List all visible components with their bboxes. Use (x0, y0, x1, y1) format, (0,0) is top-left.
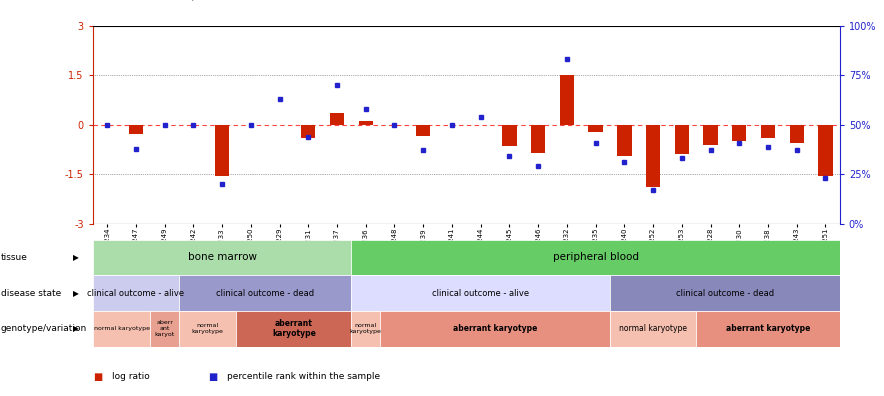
Bar (560, 74, 574, 125)
Bar (93, 275, 179, 311)
Bar (380, 311, 610, 346)
Bar (129, 125, 143, 134)
Text: peripheral blood: peripheral blood (552, 252, 638, 263)
Text: aberrant
karyotype: aberrant karyotype (272, 319, 316, 338)
Bar (237, 311, 352, 346)
Bar (646, 125, 660, 187)
Bar (150, 311, 179, 346)
Bar (761, 125, 775, 138)
Text: aberr
ant
karyot: aberr ant karyot (155, 320, 175, 337)
Bar (93, 311, 150, 346)
Text: ■: ■ (208, 372, 217, 382)
Bar (301, 125, 316, 138)
Bar (352, 240, 840, 275)
Bar (359, 121, 373, 125)
Bar (589, 125, 603, 132)
Text: clinical outcome - dead: clinical outcome - dead (675, 289, 774, 297)
Text: clinical outcome - dead: clinical outcome - dead (216, 289, 315, 297)
Text: ■: ■ (93, 372, 102, 382)
Bar (93, 240, 352, 275)
Text: disease state: disease state (1, 289, 61, 297)
Text: normal
karyotype: normal karyotype (350, 323, 382, 334)
Text: bone marrow: bone marrow (187, 252, 256, 263)
Text: ▶: ▶ (73, 324, 79, 333)
Bar (330, 113, 344, 125)
Bar (610, 311, 697, 346)
Bar (352, 311, 380, 346)
Bar (215, 125, 229, 176)
Bar (789, 125, 804, 143)
Bar (179, 311, 237, 346)
Bar (502, 125, 516, 146)
Bar (416, 125, 431, 136)
Text: genotype/variation: genotype/variation (1, 324, 88, 333)
Text: clinical outcome - alive: clinical outcome - alive (432, 289, 530, 297)
Text: log ratio: log ratio (112, 373, 150, 381)
Bar (610, 275, 840, 311)
Text: percentile rank within the sample: percentile rank within the sample (227, 373, 380, 381)
Bar (179, 275, 352, 311)
Text: normal karyotype: normal karyotype (619, 324, 687, 333)
Bar (674, 125, 689, 154)
Bar (704, 125, 718, 145)
Text: normal
karyotype: normal karyotype (192, 323, 224, 334)
Bar (352, 275, 610, 311)
Text: ▶: ▶ (73, 289, 79, 297)
Bar (697, 311, 840, 346)
Bar (819, 125, 833, 176)
Text: aberrant karyotype: aberrant karyotype (453, 324, 537, 333)
Text: GDS841 / 27163: GDS841 / 27163 (137, 0, 240, 2)
Text: ▶: ▶ (73, 253, 79, 262)
Bar (617, 125, 631, 156)
Text: clinical outcome - alive: clinical outcome - alive (88, 289, 185, 297)
Text: aberrant karyotype: aberrant karyotype (726, 324, 810, 333)
Text: tissue: tissue (1, 253, 27, 262)
Text: normal karyotype: normal karyotype (94, 326, 149, 331)
Bar (531, 125, 545, 153)
Bar (732, 125, 746, 141)
